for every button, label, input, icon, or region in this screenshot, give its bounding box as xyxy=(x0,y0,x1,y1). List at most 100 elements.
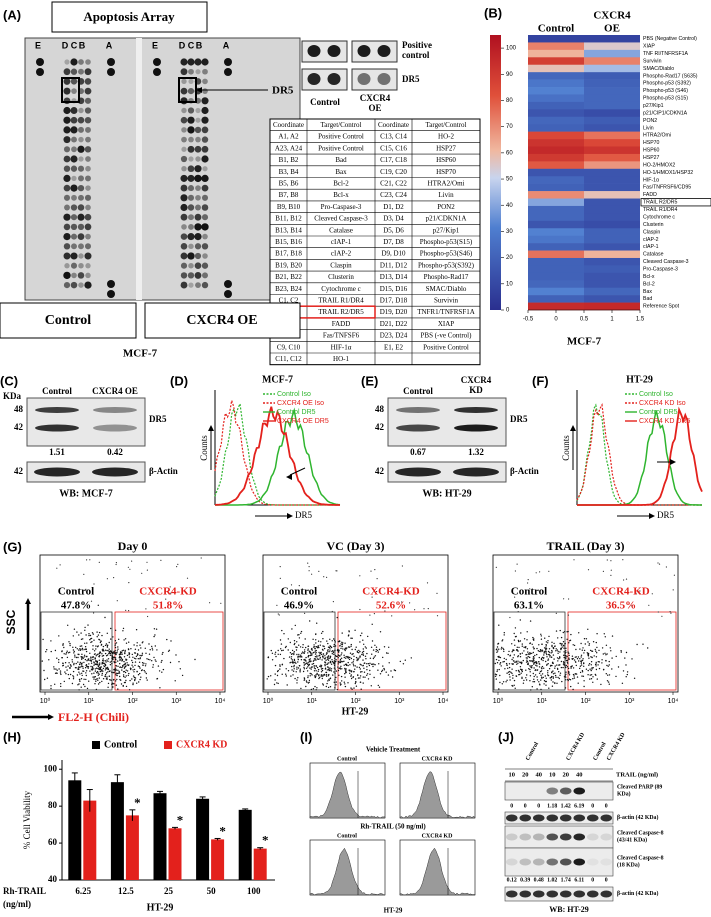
array-spot xyxy=(70,184,78,192)
title-box xyxy=(51,1,208,33)
heatmap-row-label: Phospho-p53 (S392) xyxy=(643,81,691,87)
event-dot xyxy=(107,660,109,663)
event-dot xyxy=(327,686,330,689)
label: A xyxy=(223,40,230,50)
event-dot xyxy=(75,662,77,665)
event-dot xyxy=(377,669,379,671)
event-dot xyxy=(100,644,103,646)
event-dot xyxy=(602,570,605,573)
array-spot xyxy=(194,223,202,231)
event-dot xyxy=(139,672,141,675)
heatmap-cell xyxy=(528,205,584,214)
event-dot xyxy=(340,657,343,659)
event-dot xyxy=(97,679,99,681)
event-dot xyxy=(505,681,507,683)
event-dot xyxy=(275,655,277,658)
event-dot xyxy=(592,667,594,669)
array-spot xyxy=(180,213,188,221)
event-dot xyxy=(596,678,598,680)
heatmap-cell xyxy=(528,265,584,274)
event-dot xyxy=(329,686,332,688)
event-dot xyxy=(345,672,347,674)
event-dot xyxy=(336,689,338,691)
event-dot xyxy=(114,646,117,649)
event-dot xyxy=(390,670,392,672)
array-spot xyxy=(107,58,115,66)
heatmap-row-label: PON2 xyxy=(643,118,657,124)
event-dot xyxy=(351,662,353,664)
heatmap-cell xyxy=(584,213,640,222)
event-dot xyxy=(312,646,315,648)
event-dot xyxy=(566,631,568,633)
event-dot xyxy=(331,659,333,661)
event-dot xyxy=(497,643,499,645)
event-dot xyxy=(291,628,293,630)
event-dot xyxy=(511,668,513,670)
event-dot xyxy=(80,686,82,688)
array-spot xyxy=(63,116,71,124)
event-dot xyxy=(126,664,129,666)
event-dot xyxy=(111,655,113,658)
event-dot xyxy=(111,658,114,660)
event-dot xyxy=(501,646,503,649)
event-dot xyxy=(554,672,556,674)
event-dot xyxy=(155,660,157,662)
event-dot xyxy=(64,671,66,673)
event-dot xyxy=(307,662,309,664)
inset-spot xyxy=(307,45,321,57)
event-dot xyxy=(508,663,511,665)
heatmap-row-label: Livin xyxy=(643,125,654,131)
array-spot xyxy=(181,136,187,143)
event-dot xyxy=(495,678,497,680)
event-dot xyxy=(312,662,315,665)
text-line: Control xyxy=(42,386,72,396)
label: CXCR4 OE xyxy=(593,9,631,34)
event-dot xyxy=(538,681,540,683)
event-dot xyxy=(59,564,61,566)
event-dot xyxy=(505,658,507,661)
heatmap-cell xyxy=(584,94,640,103)
event-dot xyxy=(594,648,596,651)
event-dot xyxy=(108,675,111,677)
event-dot xyxy=(596,646,598,649)
event-dot xyxy=(132,675,135,677)
event-dot xyxy=(42,638,44,641)
event-dot xyxy=(557,652,559,654)
event-dot xyxy=(82,683,85,686)
event-dot xyxy=(309,675,311,677)
legend-label: CXCR4 OE Iso xyxy=(277,400,324,407)
event-dot xyxy=(316,687,318,689)
event-dot xyxy=(109,679,111,681)
event-dot xyxy=(580,656,582,658)
event-dot xyxy=(120,658,123,660)
event-dot xyxy=(86,559,88,561)
event-dot xyxy=(551,685,554,687)
event-dot xyxy=(517,650,519,652)
blot-band xyxy=(546,787,558,795)
event-dot xyxy=(309,658,312,660)
event-dot xyxy=(507,671,510,673)
event-dot xyxy=(572,644,574,646)
event-dot xyxy=(591,667,593,669)
event-dot xyxy=(372,657,375,660)
event-dot xyxy=(67,665,69,667)
array-spot xyxy=(194,126,202,134)
table-cell: C15, C16 xyxy=(380,144,407,152)
event-dot xyxy=(141,662,144,664)
event-dot xyxy=(339,640,341,642)
event-dot xyxy=(436,615,439,617)
event-dot xyxy=(305,646,307,649)
band-label: β-actin (42 KDa) xyxy=(617,814,658,821)
event-dot xyxy=(565,659,568,662)
event-dot xyxy=(84,667,87,669)
heatmap-cell xyxy=(528,72,584,80)
event-dot xyxy=(186,577,189,579)
event-dot xyxy=(369,662,371,664)
event-dot xyxy=(303,668,306,670)
event-dot xyxy=(541,656,544,659)
event-dot xyxy=(145,652,147,654)
event-dot xyxy=(318,651,320,654)
event-dot xyxy=(115,668,117,671)
event-dot xyxy=(538,661,540,663)
blot-band xyxy=(546,833,558,841)
